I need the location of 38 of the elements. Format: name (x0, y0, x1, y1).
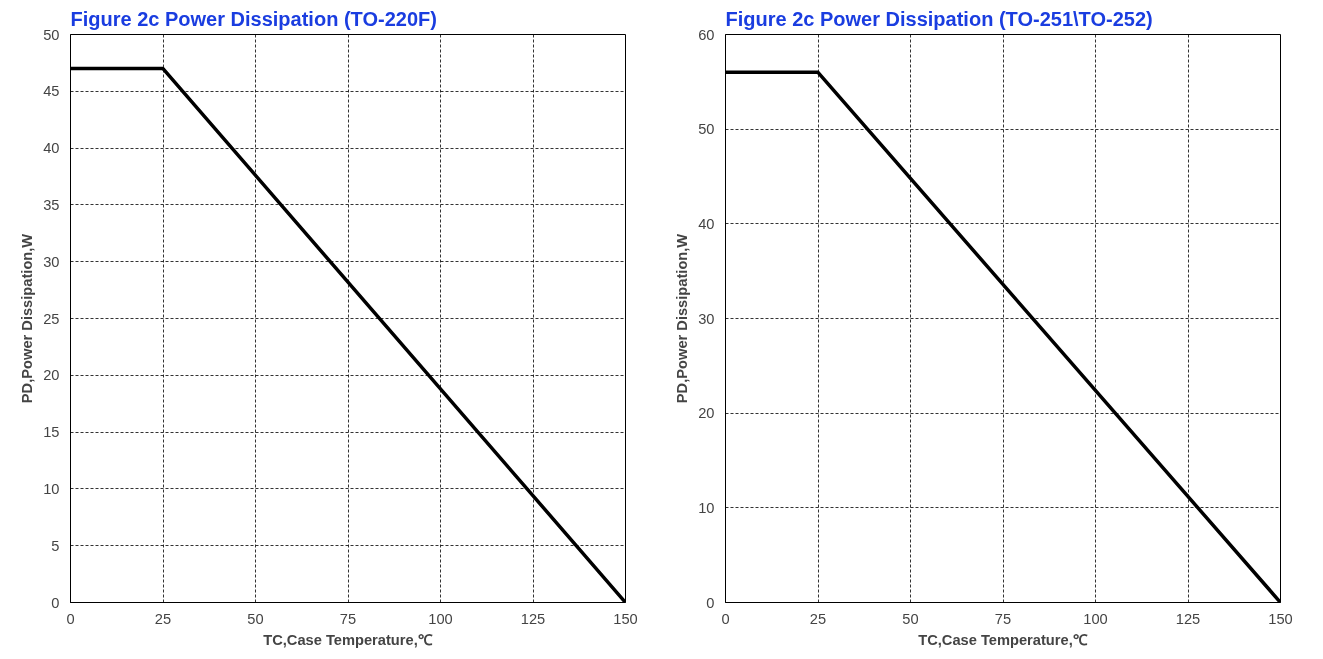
x-tick-label: 125 (520, 610, 546, 627)
y-tick-label: 45 (43, 83, 60, 100)
y-tick-label: 60 (698, 26, 715, 43)
y-tick-label: 0 (706, 594, 715, 611)
y-tick-label: 30 (698, 310, 715, 327)
y-tick-label: 10 (43, 480, 60, 497)
x-tick-label: 0 (66, 610, 75, 627)
y-tick-label: 40 (43, 140, 60, 157)
x-tick-label: 150 (1268, 610, 1293, 627)
y-tick-label: 25 (43, 310, 60, 327)
x-tick-label: 100 (1083, 610, 1108, 627)
y-tick-label: 0 (51, 594, 60, 611)
y-tick-label: 40 (698, 215, 715, 232)
x-tick-label: 25 (154, 610, 172, 627)
y-tick-label: 5 (51, 537, 60, 554)
chart-title: Figure 2c Power Dissipation (TO-251\TO-252) (725, 7, 1153, 30)
y-tick-label: 50 (43, 26, 60, 43)
chart-title: Figure 2c Power Dissipation (TO-220F) (70, 7, 437, 30)
x-tick-label: 75 (339, 610, 357, 627)
x-tick-label: 0 (721, 610, 730, 627)
y-axis-title: PD,Power Dissipation,W (674, 233, 691, 404)
x-axis-title: TC,Case Temperature,℃ (263, 631, 433, 648)
x-tick-label: 75 (994, 610, 1012, 627)
x-axis-title: TC,Case Temperature,℃ (918, 631, 1088, 648)
y-tick-label: 15 (43, 424, 60, 441)
x-tick-label: 125 (1175, 610, 1201, 627)
x-tick-label: 50 (902, 610, 919, 627)
y-tick-label: 35 (43, 196, 60, 213)
y-tick-label: 20 (698, 405, 715, 422)
y-tick-label: 30 (43, 253, 60, 270)
y-tick-label: 20 (43, 367, 60, 384)
y-tick-label: 50 (698, 121, 715, 138)
y-axis-title: PD,Power Dissipation,W (19, 233, 36, 404)
x-tick-label: 50 (247, 610, 264, 627)
x-tick-label: 25 (809, 610, 827, 627)
x-tick-label: 150 (613, 610, 638, 627)
y-tick-label: 10 (698, 499, 715, 516)
x-tick-label: 100 (428, 610, 453, 627)
